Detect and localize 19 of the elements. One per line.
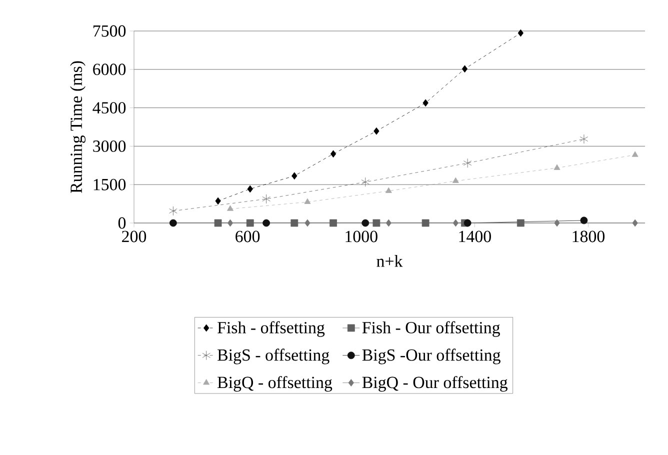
x-axis-title: n+k — [376, 255, 403, 267]
x-tick-label: 1800 — [572, 230, 605, 242]
legend-label: BigS -Our offsetting — [362, 348, 500, 364]
y-tick-label: 1500 — [94, 178, 126, 190]
legend-label: Fish - Our offsetting — [362, 321, 500, 337]
y-tick-label: 6000 — [93, 64, 126, 76]
y-tick-label: 3000 — [93, 140, 126, 152]
y-tick-label: 7500 — [93, 25, 126, 37]
y-tick-label: 0 — [118, 217, 126, 229]
y-axis-title: Running Time (ms) — [70, 61, 86, 194]
x-tick-label: 1400 — [459, 230, 491, 242]
x-tick-label: 200 — [122, 230, 146, 242]
legend-label: BigQ - offsetting — [218, 376, 332, 392]
legend-label: Fish - offsetting — [218, 321, 325, 337]
x-tick-label: 1000 — [346, 230, 378, 242]
y-tick-label: 4500 — [92, 102, 126, 114]
x-tick-label: 600 — [236, 230, 260, 242]
legend-label: BigS - offsetting — [218, 348, 330, 364]
legend-label: BigQ - Our offsetting — [362, 376, 508, 392]
